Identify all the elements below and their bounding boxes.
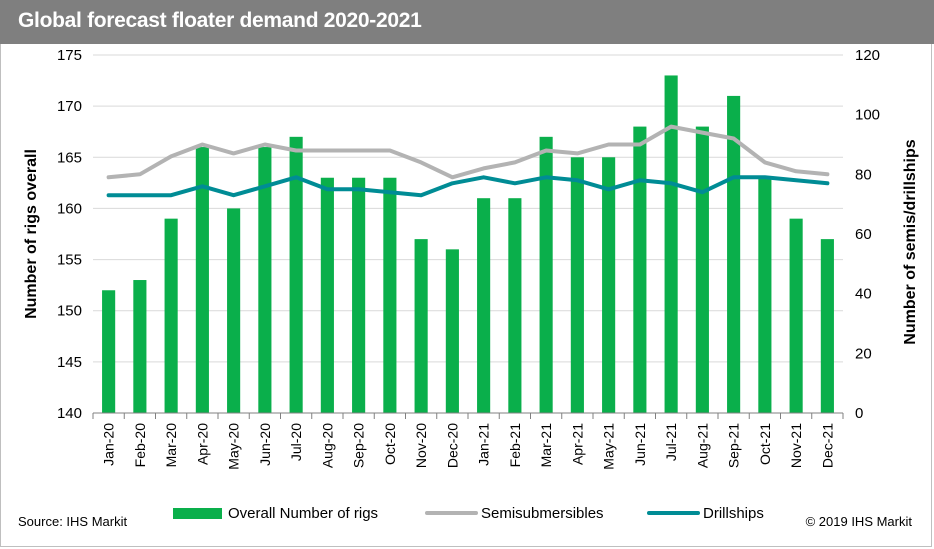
line-drillships — [106, 175, 830, 198]
bar — [570, 157, 584, 413]
bar — [539, 136, 553, 414]
bar — [633, 126, 647, 413]
x-tick-label: Nov-20 — [413, 423, 429, 468]
x-tick-label: Oct-20 — [382, 423, 398, 465]
bar — [414, 239, 428, 413]
bar — [820, 239, 834, 413]
x-tick-label: Jul-21 — [663, 423, 679, 461]
x-tick-label: Mar-20 — [163, 423, 179, 468]
legend-label-overall: Overall Number of rigs — [228, 505, 378, 522]
legend-label-semisubmersibles: Semisubmersibles — [481, 505, 604, 522]
x-tick-label: Feb-20 — [132, 423, 148, 468]
bar — [258, 147, 272, 414]
legend-swatch-overall — [173, 508, 222, 519]
bar — [102, 290, 116, 413]
legend: Overall Number of rigs Semisubmersibles Dr… — [173, 505, 764, 522]
bar — [695, 126, 709, 413]
y-tick-label-right: 60 — [855, 226, 872, 243]
grid-lines — [93, 54, 843, 363]
y-tick-label-right: 100 — [855, 107, 880, 124]
x-tick-label: Jan-21 — [476, 423, 492, 466]
bar — [508, 198, 522, 413]
x-tick-label: Jun-20 — [257, 423, 273, 466]
y-tick-label-left: 155 — [57, 252, 82, 269]
x-tick-label: Feb-21 — [507, 423, 523, 468]
x-tick-label: Jun-21 — [632, 423, 648, 466]
bar — [445, 249, 459, 413]
x-tick-label: Dec-20 — [444, 423, 460, 468]
x-tick-label: Aug-21 — [694, 423, 710, 468]
bars-overall — [102, 75, 834, 414]
x-tick-label: Mar-21 — [538, 423, 554, 468]
y-tick-label-left: 140 — [57, 405, 82, 422]
bar — [758, 177, 772, 413]
x-tick-label: May-20 — [226, 423, 242, 470]
x-tick-label: Apr-20 — [194, 423, 210, 465]
legend-label-drillships: Drillships — [703, 505, 764, 522]
y-tick-label-left: 175 — [57, 47, 82, 64]
bar — [477, 198, 491, 413]
x-tick-label: Jan-20 — [101, 423, 117, 466]
x-tick-label: Sep-21 — [726, 423, 742, 468]
x-tick-label: Nov-21 — [788, 423, 804, 468]
y-tick-label-right: 0 — [855, 405, 863, 422]
bar — [789, 218, 803, 413]
line-semisubmersibles — [106, 124, 830, 180]
y-tick-label-right: 20 — [855, 345, 872, 362]
bar — [133, 280, 147, 413]
bar — [227, 208, 241, 413]
x-tick-label: May-21 — [601, 423, 617, 470]
y-tick-label-right: 40 — [855, 286, 872, 303]
bar — [164, 218, 178, 413]
axes: 140 145 150 155 160 165 170 175 0 20 40 60 80 100 120 J… — [23, 47, 919, 470]
x-tick-label: Oct-21 — [757, 423, 773, 465]
x-tick-label: Sep-20 — [351, 423, 367, 468]
bar — [664, 75, 678, 413]
bar — [195, 147, 209, 414]
y-axis-title-left: Number of rigs overall — [23, 149, 40, 319]
bar — [352, 177, 366, 413]
source-note: Source: IHS Markit — [18, 514, 128, 529]
x-tick-label: Apr-21 — [569, 423, 585, 465]
copyright-note: © 2019 IHS Markit — [805, 514, 912, 529]
x-tick-label: Jul-20 — [288, 423, 304, 461]
bar — [320, 177, 334, 413]
y-tick-label-left: 170 — [57, 98, 82, 115]
y-tick-label-right: 120 — [855, 47, 880, 64]
bar — [727, 95, 741, 414]
bar — [383, 177, 397, 413]
title-bar: Global forecast floater demand 2020-2021 — [0, 0, 934, 44]
y-tick-label-left: 165 — [57, 149, 82, 166]
y-tick-label-left: 160 — [57, 200, 82, 217]
y-tick-label-left: 150 — [57, 303, 82, 320]
chart-title: Global forecast floater demand 2020-2021 — [18, 9, 422, 32]
x-tick-label: Aug-20 — [319, 423, 335, 468]
x-tick-label: Dec-21 — [819, 423, 835, 468]
bar — [602, 157, 616, 413]
y-tick-label-right: 80 — [855, 166, 872, 183]
bar — [289, 136, 303, 414]
y-axis-title-right: Number of semis/drillships — [902, 139, 919, 344]
lines — [106, 124, 830, 198]
y-tick-label-left: 145 — [57, 354, 82, 371]
